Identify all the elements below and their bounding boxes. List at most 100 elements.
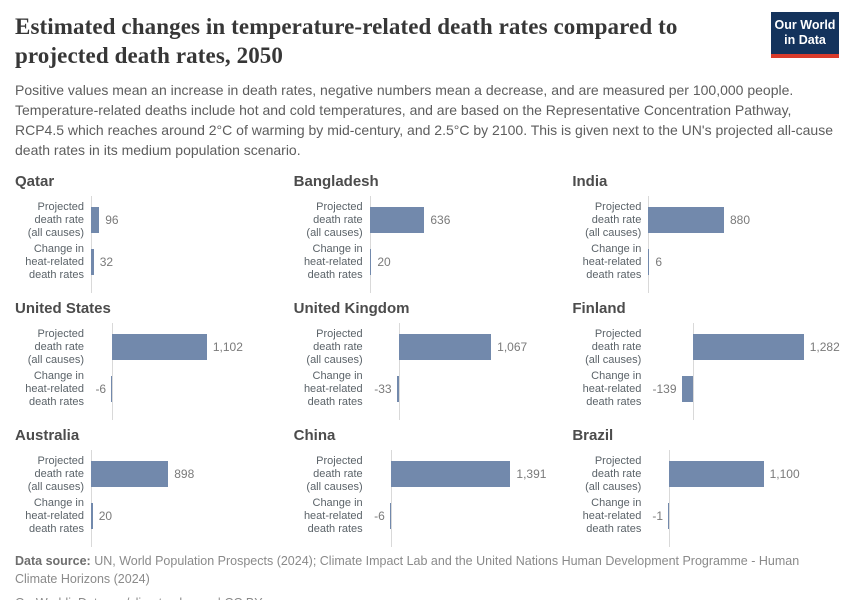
axis-line: [693, 323, 695, 421]
bar-positive: [112, 334, 207, 361]
bar-row: Change in heat-related death rates 20: [15, 495, 278, 537]
bar-plot: -6: [91, 368, 278, 410]
bar-value-label: 1,102: [212, 340, 243, 355]
category-label: Projected death rate (all causes): [572, 328, 648, 367]
country-name: United Kingdom: [293, 300, 410, 318]
panel-plot-area: Projected death rate (all causes) 1,102 Chan…: [15, 323, 278, 421]
bar-row: Projected death rate (all causes) 1,282: [572, 326, 840, 368]
category-label-line: death rate: [34, 467, 84, 480]
category-label-line: Projected: [316, 327, 363, 340]
chart-header: Estimated changes in temperature-related…: [15, 12, 839, 160]
bar-row: Projected death rate (all causes) 1,391: [294, 453, 557, 495]
bar-row: Change in heat-related death rates -33: [294, 368, 557, 410]
bar-value-label: 898: [174, 467, 195, 482]
bar-value-label: 96: [105, 213, 119, 228]
category-label: Change in heat-related death rates: [294, 243, 370, 282]
chart-subtitle: Positive values mean an increase in deat…: [15, 81, 833, 158]
category-label-line: (all causes): [27, 353, 84, 366]
category-label-line: (all causes): [27, 480, 84, 493]
category-label: Projected death rate (all causes): [572, 201, 648, 240]
bar-plot: 20: [91, 495, 278, 537]
category-label-line: Projected: [37, 200, 84, 213]
data-source-text: UN, World Population Prospects (2024); C…: [15, 554, 800, 586]
bar-plot: -6: [370, 495, 557, 537]
category-label-line: death rates: [28, 268, 84, 281]
category-label-line: Projected: [37, 327, 84, 340]
category-label-line: heat-related: [582, 509, 642, 522]
category-label-line: Change in: [591, 242, 642, 255]
bar-row: Projected death rate (all causes) 1,102: [15, 326, 278, 368]
bar-row: Projected death rate (all causes) 1,100: [572, 453, 835, 495]
bar-value-label: -1: [652, 509, 663, 524]
category-label: Change in heat-related death rates: [15, 370, 91, 409]
bar-value-label: -6: [374, 509, 385, 524]
panel-plot-area: Projected death rate (all causes) 1,282 Chan…: [572, 323, 840, 421]
bar-plot: 6: [648, 241, 835, 283]
bar-row: Change in heat-related death rates 32: [15, 241, 278, 283]
data-source-label: Data source:: [15, 554, 91, 569]
category-label-line: Change in: [312, 242, 363, 255]
category-label-line: (all causes): [306, 353, 363, 366]
category-label-line: Projected: [316, 200, 363, 213]
category-label: Change in heat-related death rates: [15, 497, 91, 536]
panel-plot-area: Projected death rate (all causes) 880 Change…: [572, 196, 835, 294]
bar-value-label: 636: [430, 213, 451, 228]
category-label-line: heat-related: [25, 509, 84, 522]
category-label: Change in heat-related death rates: [572, 243, 648, 282]
country-panel: Brazil Projected death rate (all causes) 1,1…: [572, 427, 835, 548]
bar-positive: [648, 207, 724, 234]
bar-positive: [399, 334, 492, 361]
bar-value-label: 1,282: [809, 340, 840, 355]
bar-positive: [648, 249, 650, 276]
category-label-line: Change in: [33, 496, 84, 509]
category-label-line: death rates: [307, 522, 363, 535]
bar-plot: 1,102: [91, 326, 278, 368]
owid-logo[interactable]: Our World in Data: [771, 12, 839, 58]
country-name: India: [572, 173, 608, 191]
axis-line: [91, 196, 92, 294]
bar-positive: [91, 249, 94, 276]
category-label-line: death rate: [313, 213, 363, 226]
category-label-line: Projected: [594, 327, 642, 340]
category-label: Projected death rate (all causes): [15, 455, 91, 494]
bar-value-label: 1,391: [516, 467, 547, 482]
bar-row: Projected death rate (all causes) 880: [572, 199, 835, 241]
category-label-line: Change in: [312, 496, 363, 509]
bar-plot: 96: [91, 199, 278, 241]
bar-row: Projected death rate (all causes) 636: [294, 199, 557, 241]
category-label: Change in heat-related death rates: [294, 370, 370, 409]
bar-value-label: 1,067: [497, 340, 528, 355]
category-label-line: death rate: [313, 467, 363, 480]
category-label-line: Change in: [591, 369, 642, 382]
category-label-line: Change in: [591, 496, 642, 509]
bar-value-label: 32: [99, 255, 114, 270]
category-label-line: (all causes): [585, 226, 642, 239]
bar-positive: [693, 334, 804, 361]
country-name: Brazil: [572, 427, 614, 445]
category-label-line: death rate: [591, 340, 642, 353]
bar-plot: 1,100: [648, 453, 835, 495]
country-panel: Bangladesh Projected death rate (all causes…: [294, 173, 557, 294]
bar-plot: 32: [91, 241, 278, 283]
country-panel: United States Projected death rate (all cau…: [15, 300, 278, 421]
country-name: Australia: [15, 427, 80, 445]
bar-row: Projected death rate (all causes) 1,067: [294, 326, 557, 368]
category-label-line: Projected: [37, 454, 84, 467]
category-label-line: death rates: [586, 522, 642, 535]
bar-plot: 1,067: [370, 326, 557, 368]
bar-value-label: 1,100: [769, 467, 800, 482]
category-label-line: Change in: [312, 369, 363, 382]
panel-plot-area: Projected death rate (all causes) 898 Change…: [15, 450, 278, 548]
country-panel: China Projected death rate (all causes) 1,39…: [294, 427, 557, 548]
bar-plot: 898: [91, 453, 278, 495]
category-label: Projected death rate (all causes): [294, 455, 370, 494]
panel-plot-area: Projected death rate (all causes) 1,391 Chan…: [294, 450, 557, 548]
country-panel: Qatar Projected death rate (all causes) 96 Ch…: [15, 173, 278, 294]
category-label-line: Projected: [594, 454, 642, 467]
panel-plot-area: Projected death rate (all causes) 1,100 Chan…: [572, 450, 835, 548]
bar-row: Change in heat-related death rates -139: [572, 368, 835, 410]
chart-footer: Data source: UN, World Population Prospe…: [15, 553, 835, 600]
axis-line: [369, 196, 371, 294]
bar-row: Change in heat-related death rates -1: [572, 495, 835, 537]
